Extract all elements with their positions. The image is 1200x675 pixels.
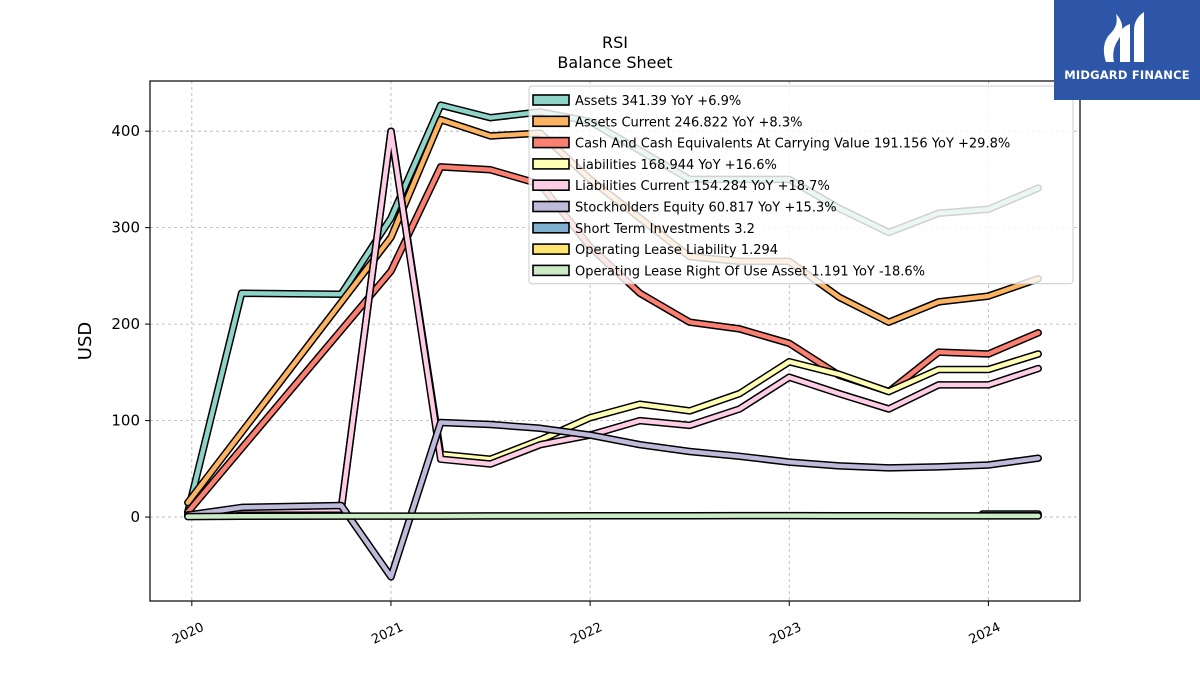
legend-swatch xyxy=(532,243,570,255)
x-tick-label: 2022 xyxy=(568,620,604,648)
legend-swatch xyxy=(532,115,570,128)
legend-entry: Liabilities Current 154.284 YoY +18.7% xyxy=(575,179,830,194)
series-line-8 xyxy=(185,513,1041,519)
legend-entry: Operating Lease Right Of Use Asset 1.191… xyxy=(575,264,925,279)
y-tick-label: 200 xyxy=(111,315,140,333)
legend-entry: Cash And Cash Equivalents At Carrying Va… xyxy=(575,137,1010,152)
legend-entry: Short Term Investments 3.2 xyxy=(575,222,755,237)
series-outline-5 xyxy=(184,418,1042,581)
legend-swatch xyxy=(532,179,570,191)
legend-swatch xyxy=(532,222,570,234)
legend-entry: Operating Lease Liability 1.294 xyxy=(575,243,778,258)
legend-swatch xyxy=(532,94,570,106)
legend-entry: Assets Current 246.822 YoY +8.3% xyxy=(575,115,802,130)
x-tick-label: 2023 xyxy=(768,620,804,648)
legend-entry: Stockholders Equity 60.817 YoY +15.3% xyxy=(575,201,837,216)
y-tick-label: 0 xyxy=(130,508,140,526)
chart-subtitle: Balance Sheet xyxy=(557,53,672,72)
legend-swatch xyxy=(532,200,570,213)
y-tick-label: 300 xyxy=(111,219,140,237)
legend-swatch xyxy=(532,136,570,149)
legend-entry: Liabilities 168.944 YoY +16.6% xyxy=(575,158,777,173)
x-tick-label: 2020 xyxy=(170,620,206,648)
legend-entry: Assets 341.39 YoY +6.9% xyxy=(575,94,741,109)
brand-logo: MIDGARD FINANCE xyxy=(1054,0,1200,100)
y-tick-label: 100 xyxy=(111,412,140,430)
series-line-2 xyxy=(185,164,1041,515)
y-axis-label: USD xyxy=(75,322,96,360)
x-tick-label: 2021 xyxy=(369,620,405,648)
x-tick-label: 2024 xyxy=(967,620,1003,648)
legend: Assets 341.39 YoY +6.9% Assets Current 24… xyxy=(528,85,1074,285)
brand-mark-icon xyxy=(1103,12,1144,62)
brand-name: MIDGARD FINANCE xyxy=(1064,68,1190,82)
chart-title: RSI xyxy=(602,33,628,52)
legend-box xyxy=(528,85,1074,285)
legend-swatch xyxy=(532,264,570,277)
legend-swatch xyxy=(532,158,570,170)
series-line-4 xyxy=(185,128,1041,518)
plot-frame xyxy=(149,80,1081,602)
series-line-5 xyxy=(185,420,1041,580)
y-tick-label: 400 xyxy=(111,122,140,140)
